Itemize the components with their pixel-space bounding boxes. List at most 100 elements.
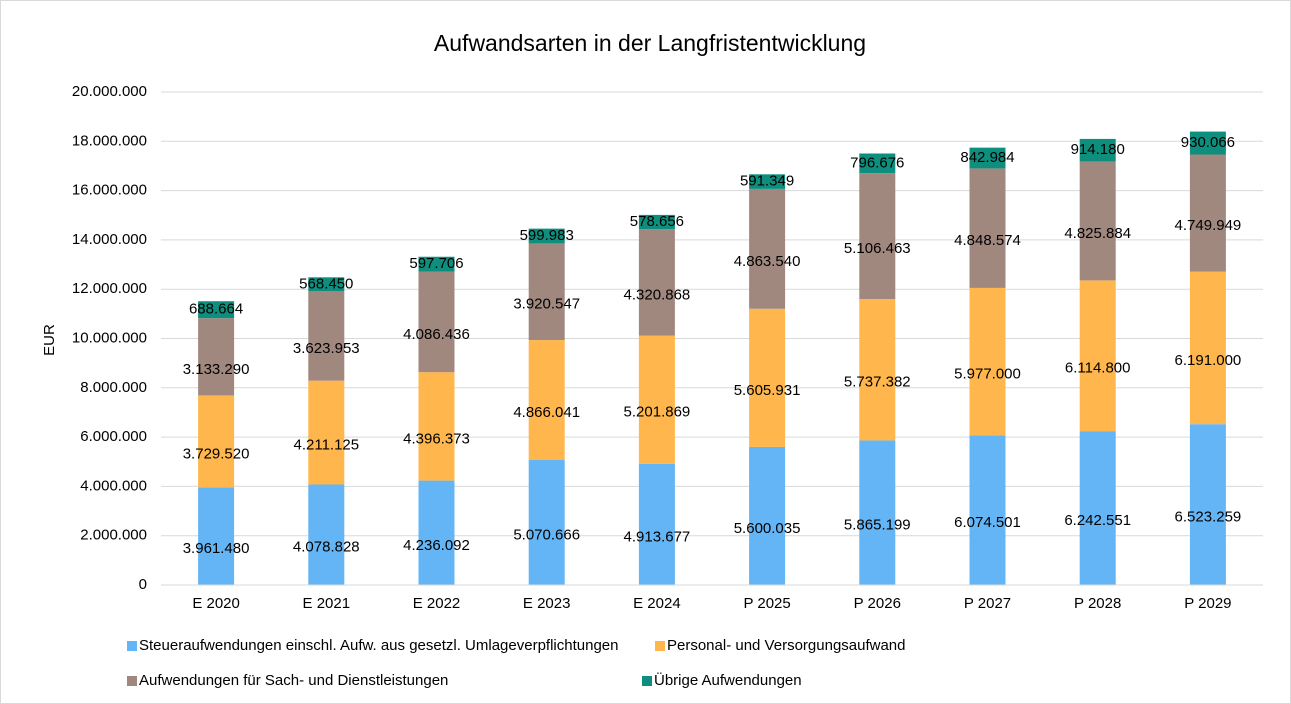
x-tick-label: P 2026 xyxy=(854,595,901,612)
data-label: 914.180 xyxy=(1071,141,1125,158)
bar-segment xyxy=(308,291,345,381)
data-label: 4.320.868 xyxy=(624,286,691,303)
data-label: 6.191.000 xyxy=(1175,352,1242,369)
bar-segment xyxy=(308,380,345,485)
y-tick-label: 20.000.000 xyxy=(72,83,147,100)
data-label: 4.749.949 xyxy=(1175,217,1242,234)
bar-segment xyxy=(969,435,1006,585)
bar-segment xyxy=(859,153,896,174)
bar-segment xyxy=(749,188,786,309)
bar-segment xyxy=(308,484,345,585)
x-tick-label: E 2020 xyxy=(192,595,240,612)
bar-segment xyxy=(418,372,455,481)
bar-segment xyxy=(528,340,565,461)
x-tick-label: P 2029 xyxy=(1184,595,1231,612)
y-tick-label: 12.000.000 xyxy=(72,280,147,297)
data-label: 6.074.501 xyxy=(954,514,1021,531)
data-label: 4.211.125 xyxy=(293,437,359,454)
bar-segment xyxy=(859,440,896,585)
data-label: 4.236.092 xyxy=(403,537,470,554)
y-tick-label: 0 xyxy=(139,576,147,593)
data-label: 6.523.259 xyxy=(1175,509,1242,526)
bar-segment xyxy=(638,463,675,585)
bar-segment xyxy=(1189,271,1226,425)
y-tick-label: 10.000.000 xyxy=(72,329,147,346)
data-label: 4.866.041 xyxy=(513,404,580,421)
bar-segment xyxy=(1079,280,1116,432)
bar-segment xyxy=(638,229,675,336)
data-label: 5.737.382 xyxy=(844,374,911,391)
x-tick-label: P 2028 xyxy=(1074,595,1121,612)
bar-segment xyxy=(749,446,786,585)
data-label: 6.114.800 xyxy=(1065,360,1131,377)
data-label: 4.825.884 xyxy=(1064,225,1131,242)
bar-segment xyxy=(859,173,896,299)
y-tick-label: 2.000.000 xyxy=(80,527,147,544)
y-tick-label: 18.000.000 xyxy=(72,132,147,149)
y-tick-label: 14.000.000 xyxy=(72,231,147,248)
bar-segment xyxy=(749,308,786,447)
data-label: 5.070.666 xyxy=(513,526,580,543)
x-tick-label: E 2022 xyxy=(413,595,461,612)
data-label: 4.848.574 xyxy=(954,232,1021,249)
x-tick-label: P 2025 xyxy=(743,595,790,612)
x-tick-label: P 2027 xyxy=(964,595,1011,612)
data-label: 591.349 xyxy=(740,173,794,190)
data-label: 3.961.480 xyxy=(183,540,250,557)
x-tick-label: E 2021 xyxy=(303,595,351,612)
data-label: 5.106.463 xyxy=(844,240,911,257)
legend-swatch xyxy=(127,676,137,686)
bar-segment xyxy=(1189,154,1226,272)
bar-segment xyxy=(749,174,786,189)
legend-swatch xyxy=(127,641,137,651)
bar-segment xyxy=(1189,424,1226,585)
data-label: 4.086.436 xyxy=(403,326,470,343)
data-label: 578.656 xyxy=(630,213,684,230)
bar-segment xyxy=(638,335,675,464)
bar-segment xyxy=(418,256,455,272)
bar-segment xyxy=(638,214,675,230)
y-axis-label: EUR xyxy=(41,324,58,356)
bar-segment xyxy=(198,301,235,319)
bar-segment xyxy=(969,147,1006,169)
data-label: 5.605.931 xyxy=(734,382,801,399)
data-label: 842.984 xyxy=(960,149,1014,166)
data-label: 599.983 xyxy=(520,227,574,244)
data-label: 688.664 xyxy=(189,301,243,318)
legend-label: Übrige Aufwendungen xyxy=(654,671,802,689)
x-tick-label: E 2023 xyxy=(523,595,571,612)
data-label: 3.133.290 xyxy=(183,361,250,378)
data-label: 930.066 xyxy=(1181,134,1235,151)
data-label: 4.078.828 xyxy=(293,539,360,556)
y-tick-label: 6.000.000 xyxy=(80,428,147,445)
data-label: 6.242.551 xyxy=(1064,512,1131,529)
bar-segment xyxy=(969,287,1006,436)
y-tick-label: 8.000.000 xyxy=(80,379,147,396)
legend-swatch xyxy=(655,641,665,651)
data-label: 5.201.869 xyxy=(624,404,691,421)
bar-segment xyxy=(1079,161,1116,281)
bar-segment xyxy=(198,318,235,396)
data-label: 5.600.035 xyxy=(734,520,801,537)
data-label: 796.676 xyxy=(850,154,904,171)
legend-label: Steueraufwendungen einschl. Aufw. aus ge… xyxy=(139,637,618,654)
legend-label: Personal- und Versorgungsaufwand xyxy=(667,637,906,654)
legend-swatch xyxy=(642,676,652,686)
bar-segment xyxy=(1079,138,1116,162)
data-label: 5.865.199 xyxy=(844,517,911,534)
data-label: 3.729.520 xyxy=(183,445,250,462)
data-label: 597.706 xyxy=(409,255,463,272)
chart-title: Aufwandsarten in der Langfristentwicklun… xyxy=(434,30,866,56)
bar-segment xyxy=(1079,431,1116,585)
bar-segment xyxy=(859,298,896,441)
bar-segment xyxy=(528,243,565,341)
data-label: 4.396.373 xyxy=(403,430,470,447)
bar-segment xyxy=(418,480,455,585)
bar-segment xyxy=(528,460,565,585)
data-label: 5.977.000 xyxy=(954,366,1021,383)
data-label: 568.450 xyxy=(299,275,353,292)
bar-segment xyxy=(969,168,1006,288)
y-tick-label: 4.000.000 xyxy=(80,477,147,494)
data-label: 3.920.547 xyxy=(513,296,580,313)
